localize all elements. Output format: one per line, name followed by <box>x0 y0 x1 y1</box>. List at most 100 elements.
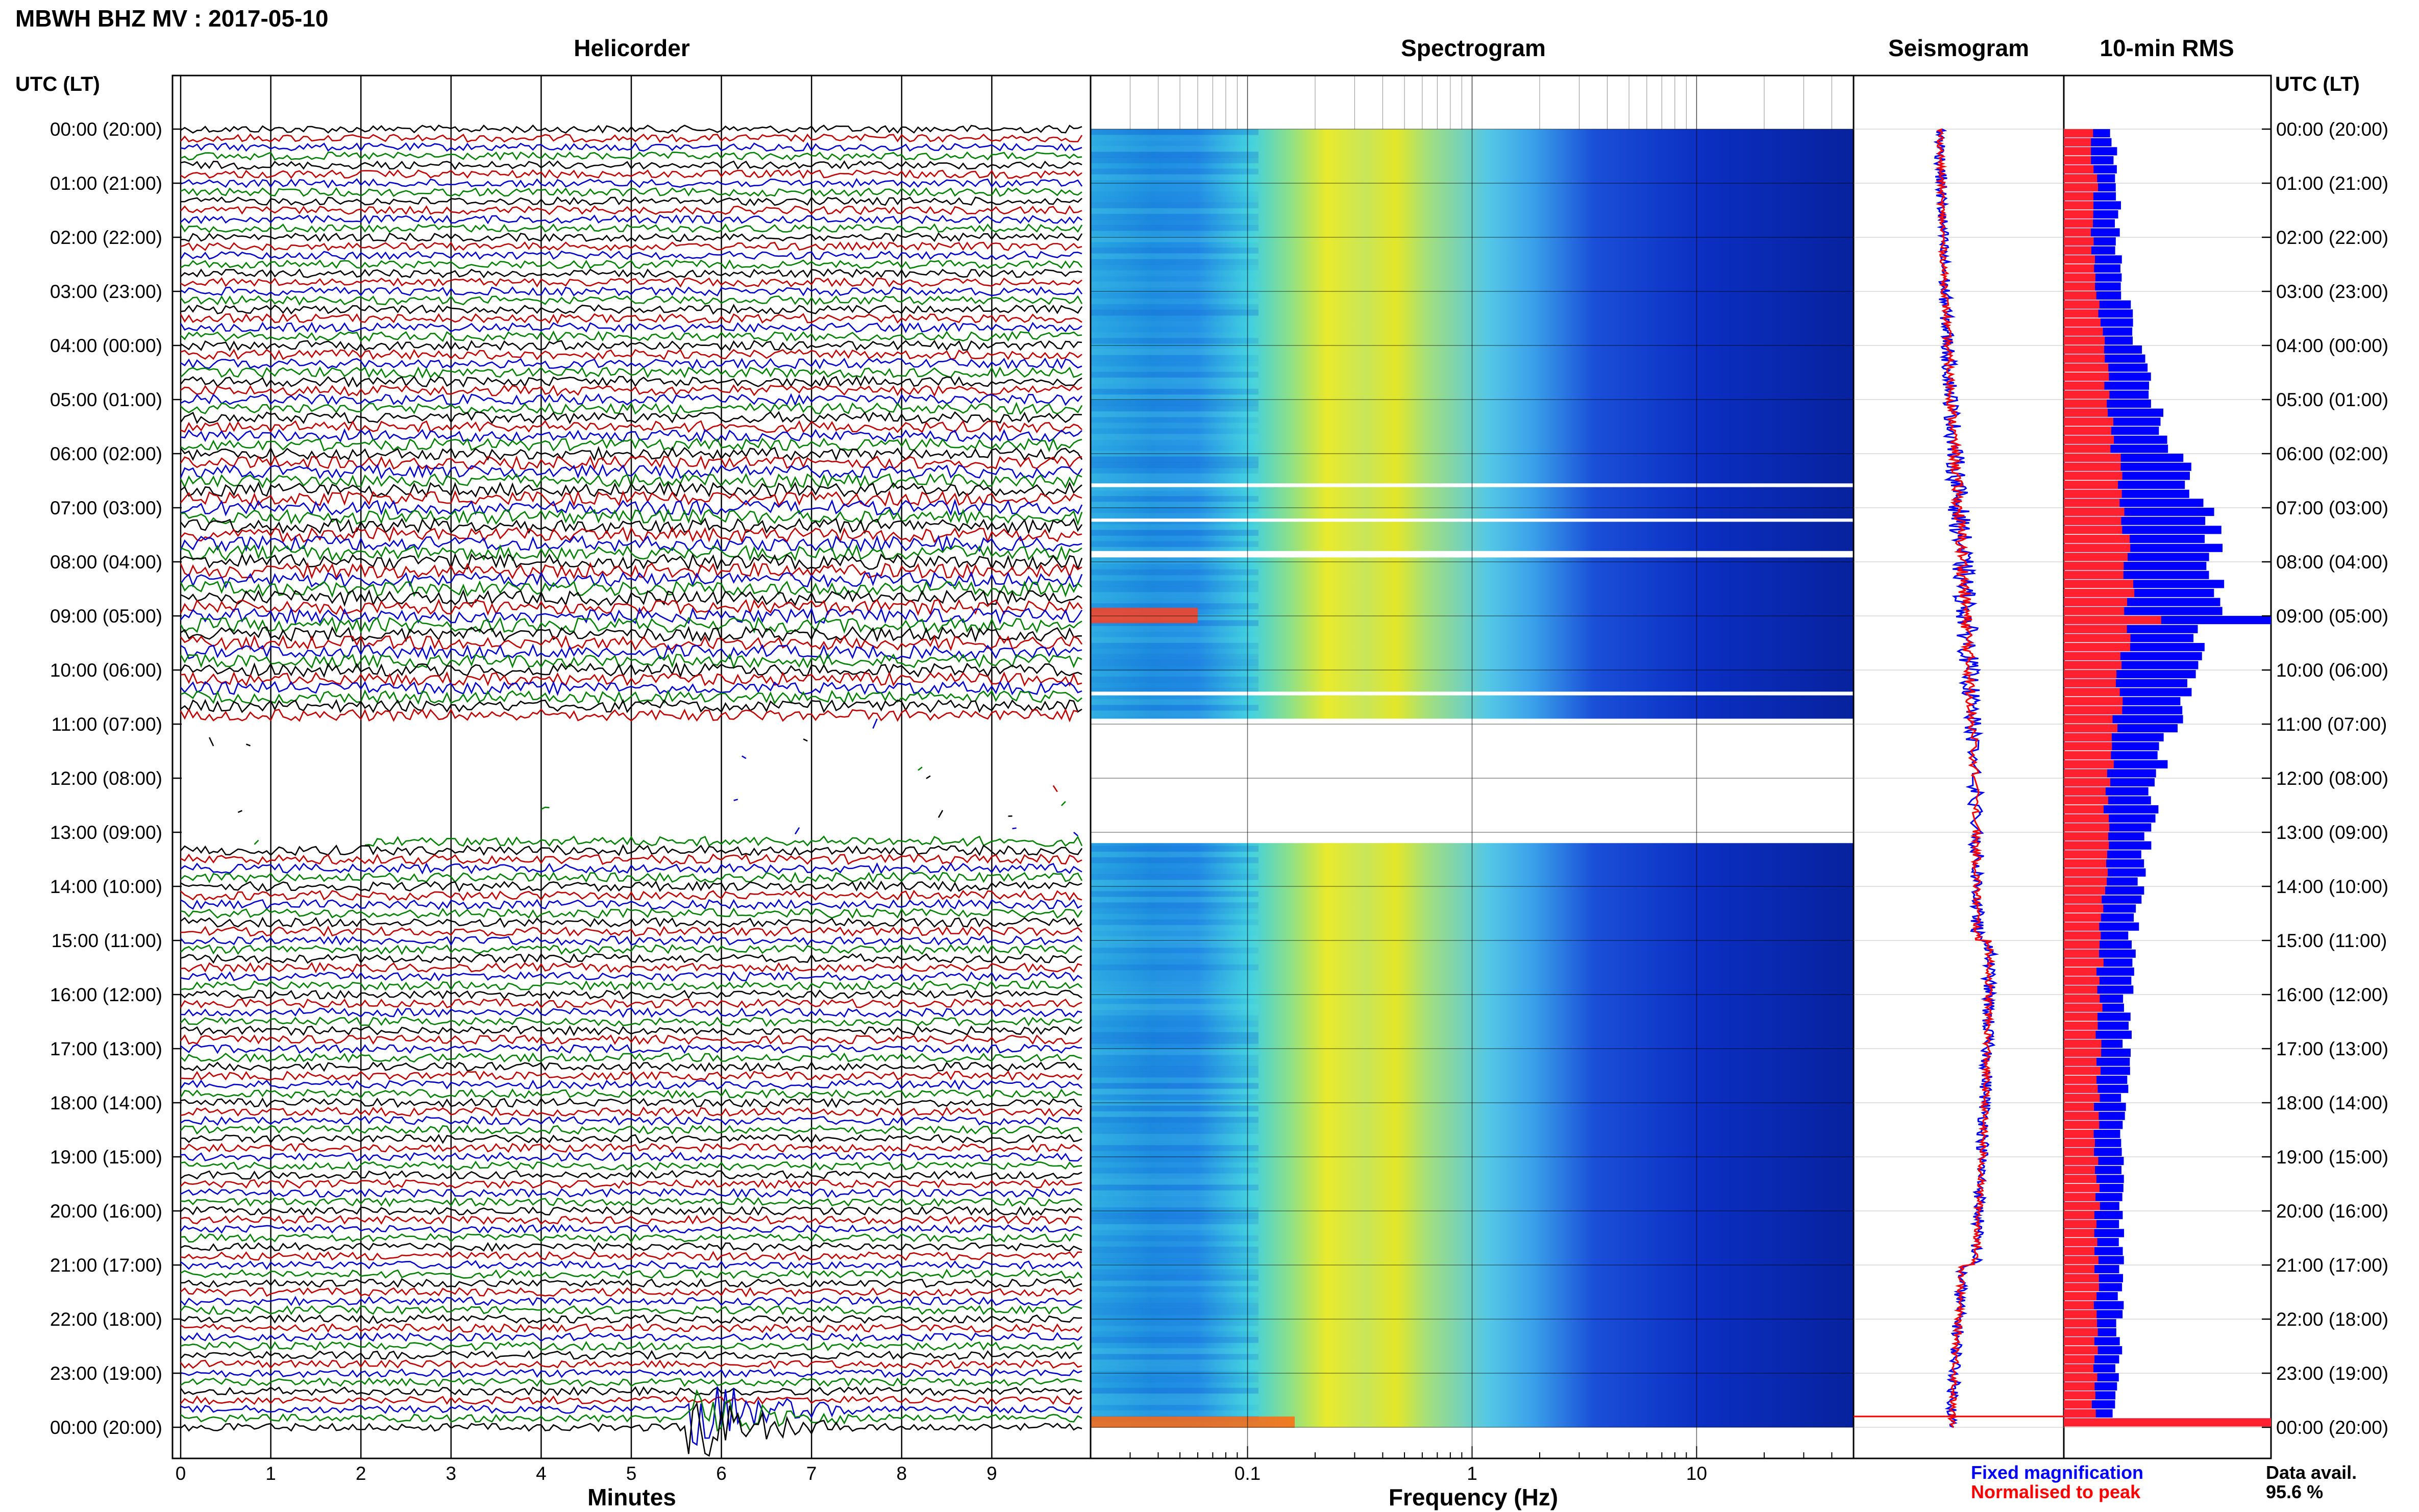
rms-bar-normalised <box>2064 1193 2096 1201</box>
spectrogram-row <box>1091 642 1258 649</box>
spectrogram-row <box>1091 1354 1258 1360</box>
rms-bar-normalised <box>2064 1274 2099 1282</box>
helicorder-trace <box>180 313 1082 325</box>
left-time-tick-label: 05:00 (01:00) <box>50 389 162 410</box>
rms-bar-normalised <box>2064 1049 2102 1057</box>
spectrogram-row <box>1091 185 1258 192</box>
left-time-tick-label: 19:00 (15:00) <box>50 1147 162 1168</box>
legend-fixed-magnification: Fixed magnification <box>1971 1462 2143 1483</box>
spectrogram-event <box>1091 608 1198 624</box>
spectrogram-row <box>1091 705 1258 711</box>
helicorder-traces <box>180 76 1083 1458</box>
spectrogram-row <box>1091 1201 1258 1208</box>
spectrogram-row <box>1091 671 1258 677</box>
rms-bar-normalised <box>2064 1166 2095 1174</box>
spectrogram-row <box>1091 473 1258 480</box>
rms-bar-normalised <box>2064 1418 2271 1427</box>
helicorder-trace <box>180 1287 1082 1298</box>
left-time-tick-label: 03:00 (23:00) <box>50 281 162 302</box>
helicorder-trace <box>180 616 1082 634</box>
left-time-header: UTC (LT) <box>15 73 100 95</box>
rms-bar-normalised <box>2064 138 2091 146</box>
helicorder-trace <box>180 1395 1082 1405</box>
spectrogram-row <box>1091 140 1258 146</box>
rms-bar-normalised <box>2064 679 2116 687</box>
right-time-tick-label: 05:00 (01:00) <box>2276 389 2388 410</box>
minute-tick-label: 0 <box>176 1463 186 1484</box>
spectrogram-row <box>1091 180 1258 186</box>
helicorder-trace <box>180 989 1082 1000</box>
helicorder-trace <box>180 1034 1082 1045</box>
spectrogram-row <box>1091 626 1258 632</box>
spectrogram-row <box>1091 919 1258 926</box>
helicorder-trace <box>180 971 1082 982</box>
seismogram-trace <box>1935 128 1996 1428</box>
rms-bar-normalised <box>2064 823 2110 832</box>
spectrogram-row <box>1091 530 1258 536</box>
spectrogram-row <box>1091 868 1258 875</box>
right-time-tick-label: 16:00 (12:00) <box>2276 984 2388 1005</box>
rms-bar-normalised <box>2064 778 2110 787</box>
helicorder-trace <box>540 801 1066 810</box>
spectrogram-row <box>1091 281 1258 288</box>
helicorder-trace <box>180 463 1083 480</box>
helicorder-trace <box>180 680 1082 697</box>
left-time-tick-label: 16:00 (12:00) <box>50 984 162 1005</box>
spectrogram-row <box>1091 846 1258 852</box>
spectrogram-row <box>1091 1241 1258 1247</box>
helicorder-trace <box>180 1160 1082 1171</box>
spectrogram-row <box>1091 462 1258 468</box>
rms-bar-normalised <box>2064 1292 2097 1301</box>
left-time-tick-label: 21:00 (17:00) <box>50 1255 162 1276</box>
spectrogram-row <box>1091 377 1258 384</box>
rms-bar-normalised <box>2064 427 2111 435</box>
helicorder-trace <box>180 1088 1082 1099</box>
rms-bar-normalised <box>2064 183 2098 192</box>
spectrogram-row <box>1091 1393 1258 1400</box>
spectrogram-row <box>1091 1196 1258 1202</box>
helicorder-trace <box>180 259 1083 270</box>
rms-bar-normalised <box>2064 949 2099 958</box>
spectrogram-row <box>1091 1088 1258 1095</box>
spectrogram-row <box>1091 152 1258 158</box>
spectrogram-row <box>1091 1331 1258 1337</box>
helicorder-trace <box>180 517 1083 535</box>
spectrogram-row <box>1091 987 1258 993</box>
helicorder-trace <box>180 1260 1083 1270</box>
spectrogram-row <box>1091 304 1258 310</box>
rms-bar-normalised <box>2064 499 2120 507</box>
rms-bar-normalised <box>2064 1030 2096 1039</box>
helicorder-trace <box>794 827 1078 836</box>
helicorder-trace <box>180 393 1083 406</box>
spectrogram-row <box>1091 976 1258 982</box>
rms-bar-normalised <box>2064 1130 2094 1138</box>
helicorder-trace <box>180 1350 1082 1360</box>
helicorder-trace <box>180 925 1082 937</box>
rms-bar-normalised <box>2064 697 2123 706</box>
helicorder-trace <box>180 626 1082 643</box>
rms-bar-normalised <box>2064 1400 2092 1409</box>
helicorder-trace <box>180 428 1082 443</box>
rms-title: 10-min RMS <box>2100 35 2234 61</box>
right-time-tick-label: 22:00 (18:00) <box>2276 1309 2388 1330</box>
spectrogram-row <box>1091 1280 1258 1286</box>
right-time-tick-label: 10:00 (06:00) <box>2276 660 2388 681</box>
spectrogram-row <box>1091 953 1258 959</box>
helicorder-trace <box>180 553 1083 571</box>
spectrogram-row <box>1091 897 1258 903</box>
rms-bar-normalised <box>2064 381 2105 390</box>
left-time-tick-label: 20:00 (16:00) <box>50 1201 162 1222</box>
rms-bar-normalised <box>2064 462 2121 471</box>
left-time-tick-label: 02:00 (22:00) <box>50 227 162 248</box>
left-time-tick-label: 07:00 (03:00) <box>50 498 162 518</box>
spectrogram-row <box>1091 259 1258 265</box>
spectrogram-row <box>1091 1212 1258 1219</box>
spectrogram-row <box>1091 1060 1258 1067</box>
left-time-tick-label: 13:00 (09:00) <box>50 822 162 843</box>
rms-bar-normalised <box>2064 1256 2099 1265</box>
spectrogram-row <box>1091 135 1258 141</box>
helicorder-trace <box>180 1386 1082 1397</box>
rms-bar-normalised <box>2064 841 2109 850</box>
helicorder-trace <box>181 1133 1082 1144</box>
helicorder-trace <box>180 1314 1082 1324</box>
